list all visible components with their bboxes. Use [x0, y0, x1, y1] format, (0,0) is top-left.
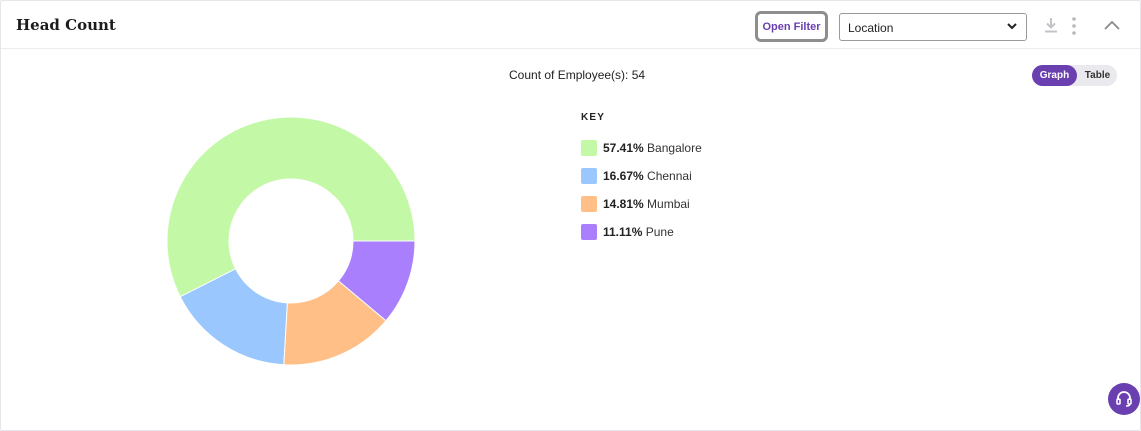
donut-slice-bangalore[interactable] [166, 116, 416, 298]
legend-swatch [581, 224, 597, 240]
donut-chart [166, 116, 416, 366]
legend-label: 14.81% Mumbai [603, 197, 690, 211]
card-header: Head Count Open Filter Location [1, 1, 1140, 49]
group-by-select-value: Location [848, 21, 894, 35]
legend-title: KEY [581, 112, 606, 123]
legend-percent: 16.67% [603, 169, 644, 183]
open-filter-button[interactable]: Open Filter [755, 11, 828, 42]
download-icon[interactable] [1042, 16, 1060, 34]
legend-category: Bangalore [647, 141, 702, 155]
support-chat-button[interactable] [1108, 383, 1140, 415]
chevron-up-icon[interactable] [1102, 18, 1122, 32]
legend-swatch [581, 196, 597, 212]
chevron-down-icon [1007, 23, 1017, 30]
graph-toggle-option[interactable]: Graph [1032, 65, 1077, 86]
view-toggle: Graph Table [1032, 65, 1117, 86]
card-title: Head Count [16, 16, 116, 34]
group-by-select[interactable]: Location [839, 13, 1027, 41]
legend-label: 57.41% Bangalore [603, 141, 702, 155]
legend-label: 16.67% Chennai [603, 169, 692, 183]
legend-label: 11.11% Pune [603, 225, 674, 239]
legend-category: Pune [645, 225, 674, 239]
legend-percent: 57.41% [603, 141, 644, 155]
kebab-menu-icon[interactable] [1067, 16, 1081, 36]
employee-count: Count of Employee(s): 54 [509, 68, 646, 82]
legend-percent: 14.81% [603, 197, 644, 211]
legend-category: Mumbai [647, 197, 690, 211]
legend-percent: 11.11% [603, 225, 643, 239]
headset-icon [1116, 391, 1132, 407]
legend-swatch [581, 140, 597, 156]
table-toggle-option[interactable]: Table [1084, 70, 1111, 81]
legend-swatch [581, 168, 597, 184]
legend-category: Chennai [647, 169, 692, 183]
donut-slice-pune[interactable] [337, 240, 416, 322]
